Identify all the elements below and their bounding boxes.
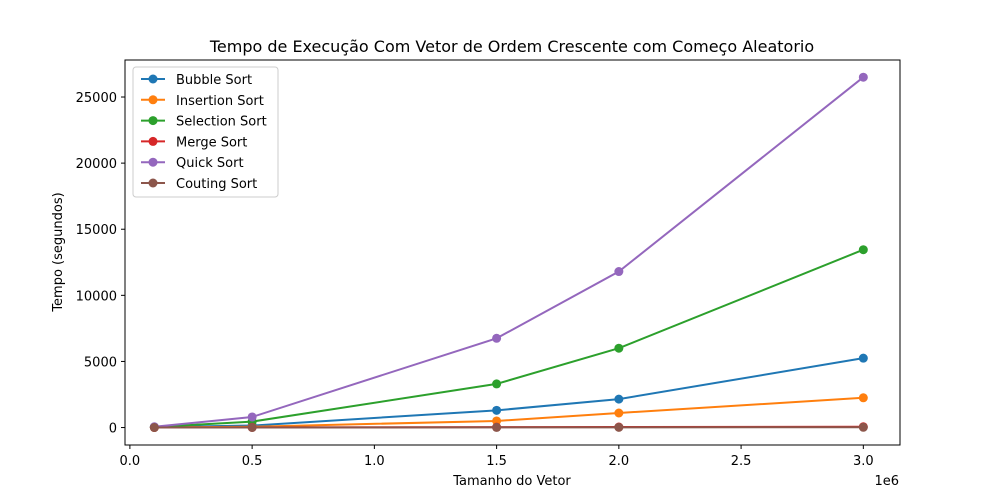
data-point-couting-sort [492,422,502,432]
chart-legend: Bubble Sort Insertion Sort Selection Sort M… [132,66,279,198]
data-point-selection-sort [614,343,624,353]
y-axis-label: Tempo (segundos) [51,192,66,312]
legend-marker-merge-sort [148,136,158,146]
axis-ticks: 0.0 0.5 1.0 1.5 2.0 2.5 3.0 0 5000 10000 15000 2000… [76,91,874,469]
data-point-quick-sort [492,333,502,343]
data-point-quick-sort [858,72,868,82]
y-tick-label: 10000 [76,289,117,304]
data-point-insertion-sort [614,408,624,418]
legend-label-quick-sort: Quick Sort [176,156,244,171]
data-point-quick-sort [614,267,624,277]
x-tick-label: 2.0 [609,454,630,469]
x-tick-label: 0.5 [242,454,263,469]
data-point-couting-sort [247,422,257,432]
data-point-couting-sort [858,422,868,432]
chart-title: Tempo de Execução Com Vetor de Ordem Cre… [209,37,814,56]
data-point-bubble-sort [492,405,502,415]
y-tick-label: 0 [109,422,117,437]
y-tick-label: 5000 [84,355,117,370]
legend-label-merge-sort: Merge Sort [176,135,247,150]
x-tick-label: 0.0 [120,454,141,469]
data-point-bubble-sort [614,394,624,404]
legend-label-bubble-sort: Bubble Sort [176,73,252,88]
x-tick-label: 1.5 [486,454,507,469]
data-point-selection-sort [858,245,868,255]
data-point-insertion-sort [858,393,868,403]
legend-marker-bubble-sort [148,74,158,84]
x-tick-label: 1.0 [364,454,385,469]
data-point-bubble-sort [858,353,868,363]
plot-frame [124,59,901,446]
legend-marker-insertion-sort [148,95,158,105]
data-point-selection-sort [492,379,502,389]
legend-marker-selection-sort [148,116,158,126]
data-point-couting-sort [149,423,159,433]
legend-label-couting-sort: Couting Sort [176,177,257,192]
y-tick-label: 20000 [76,157,117,172]
x-axis-label: Tamanho do Vetor [452,474,571,489]
x-tick-label: 2.5 [731,454,752,469]
legend-box [132,66,279,198]
plot-series [149,72,868,433]
y-tick-label: 25000 [76,91,117,106]
legend-label-insertion-sort: Insertion Sort [176,94,264,109]
x-axis-offset-label: 1e6 [874,474,899,489]
legend-marker-quick-sort [148,157,158,167]
legend-label-selection-sort: Selection Sort [176,115,267,130]
data-point-couting-sort [614,422,624,432]
data-point-quick-sort [247,412,257,422]
y-tick-label: 15000 [76,223,117,238]
x-tick-label: 3.0 [853,454,874,469]
legend-marker-couting-sort [148,178,158,188]
data-point-insertion-sort [492,416,502,426]
